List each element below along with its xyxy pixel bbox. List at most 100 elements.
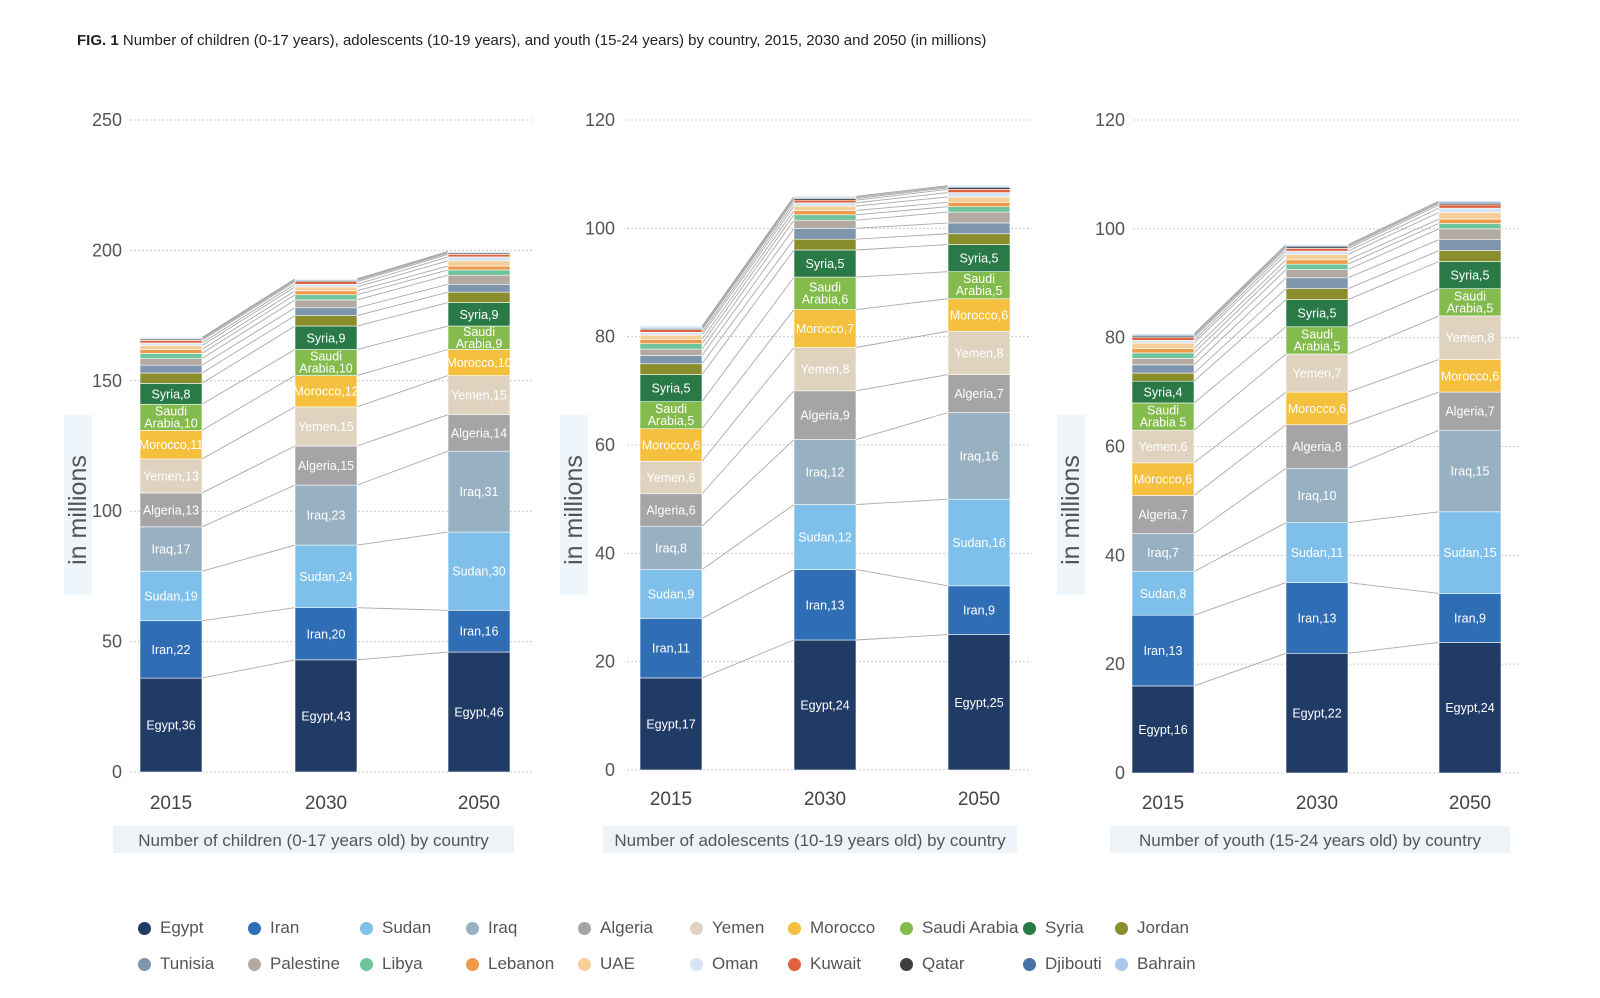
data-label: Sudan,8 — [1140, 587, 1187, 601]
y-tick-label: 40 — [1105, 545, 1125, 565]
data-label: Yemen,8 — [801, 363, 850, 377]
bar-segment-syria — [1285, 299, 1349, 328]
bar-segment-iran — [947, 585, 1011, 635]
legend-item-yemen: Yemen — [690, 918, 764, 938]
data-label: Iraq,17 — [152, 543, 191, 557]
x-category-label: 2050 — [458, 793, 500, 814]
connector-line — [1347, 359, 1440, 393]
connector-line — [1347, 218, 1440, 261]
data-label: Sudan,9 — [648, 587, 695, 601]
y-tick-label: 80 — [1105, 328, 1125, 348]
data-label: Saudi — [655, 402, 687, 416]
y-tick-label: 100 — [1095, 219, 1125, 239]
bar-segment-jordan — [1438, 250, 1502, 262]
connector-line — [701, 202, 795, 333]
connector-line — [701, 205, 795, 336]
bar-segment-sudan — [639, 569, 703, 619]
data-label: Yemen,8 — [955, 346, 1004, 360]
bar-segment-iraq — [639, 525, 703, 570]
data-label: Algeria,13 — [143, 503, 199, 517]
bar-segment-egypt — [793, 639, 857, 771]
connector-line — [1347, 429, 1440, 469]
bar-segment-lebanon — [294, 290, 358, 296]
data-label: Iran,16 — [460, 625, 499, 639]
bar-segment-iran — [1438, 593, 1502, 643]
connector-line — [701, 347, 795, 462]
legend-label: UAE — [600, 954, 635, 973]
connector-line — [855, 185, 949, 197]
data-label: Sudan,19 — [144, 589, 198, 603]
legend-label: Iraq — [488, 918, 518, 937]
legend-item-sudan: Sudan — [360, 918, 431, 938]
data-label: Iran,11 — [652, 642, 690, 656]
legend-item-morocco: Morocco — [788, 918, 875, 938]
data-label: Saudi — [1147, 404, 1179, 418]
legend-label: Libya — [382, 954, 423, 973]
bar-segment-libya — [1438, 223, 1502, 230]
connector-line — [701, 238, 795, 365]
bar-segment-morocco — [793, 309, 857, 348]
bar-segment-palestine — [947, 211, 1011, 224]
bar-segment-uae — [447, 260, 511, 267]
connector-line — [356, 302, 449, 327]
bar-segment-uae — [1131, 342, 1195, 349]
connector-line — [356, 651, 449, 661]
bar-segment-bahrain — [793, 196, 857, 198]
bar-segment-lebanon — [139, 349, 203, 354]
connector-line — [1193, 248, 1287, 338]
connector-line — [1347, 228, 1440, 271]
data-label: Iran,13 — [806, 598, 845, 612]
bar-segment-libya — [447, 269, 511, 276]
legend-label: Qatar — [922, 954, 965, 973]
data-label: Iraq,7 — [1147, 546, 1179, 560]
bar-segment-oman — [139, 342, 203, 346]
bar-segment-algeria — [639, 493, 703, 527]
data-label: Yemen,15 — [298, 420, 354, 434]
bar-segment-saudi-arabia — [139, 403, 203, 431]
connector-line — [855, 187, 949, 199]
data-label: Algeria,8 — [1292, 440, 1341, 454]
legend-label: Iran — [270, 918, 300, 937]
connector-line — [201, 280, 296, 340]
data-label: Sudan,11 — [1291, 546, 1344, 560]
data-label: Iraq,31 — [460, 485, 499, 499]
connector-line — [201, 290, 296, 350]
bar-segment-libya — [1285, 263, 1349, 270]
connector-line — [855, 634, 949, 641]
legend-swatch — [900, 921, 913, 935]
data-label: Yemen,8 — [1446, 331, 1495, 345]
bar-segment-algeria — [294, 445, 358, 486]
bar-segment-uae — [793, 205, 857, 211]
data-label: Yemen,7 — [1293, 367, 1342, 381]
connector-line — [356, 414, 449, 447]
connector-line — [1193, 288, 1287, 374]
bar-segment-kuwait — [1285, 248, 1349, 252]
x-axis-label: Number of adolescents (10-19 years old) … — [614, 831, 1006, 850]
x-category-label: 2015 — [1142, 793, 1184, 814]
legend-label: Saudi Arabia — [922, 918, 1019, 937]
bar-segment-bahrain — [947, 185, 1011, 187]
bar-segment-syria — [639, 374, 703, 402]
bar-segment-syria — [793, 249, 857, 278]
y-tick-label: 0 — [1115, 763, 1125, 783]
bar-segment-uae — [1285, 254, 1349, 261]
bar-segment-syria — [1438, 261, 1502, 289]
legend-swatch — [578, 921, 591, 935]
bar-segment-oman — [294, 284, 358, 288]
connector-line — [701, 198, 795, 329]
figure-title-prefix: FIG. 1 — [77, 32, 119, 49]
y-tick-label: 20 — [1105, 654, 1125, 674]
connector-line — [1347, 212, 1440, 255]
connector-line — [855, 201, 949, 211]
legend-item-bahrain: Bahrain — [1115, 954, 1196, 974]
connector-line — [701, 219, 795, 350]
data-label: Syria,5 — [806, 257, 845, 271]
bar-segment-yemen — [294, 406, 358, 447]
bar-segment-jordan — [447, 291, 511, 303]
y-axis-label: in millions — [64, 455, 92, 565]
bar-segment-jordan — [793, 238, 857, 251]
connector-line — [701, 199, 795, 330]
bar-segment-uae — [139, 345, 203, 350]
data-label: Egypt,46 — [454, 706, 503, 720]
